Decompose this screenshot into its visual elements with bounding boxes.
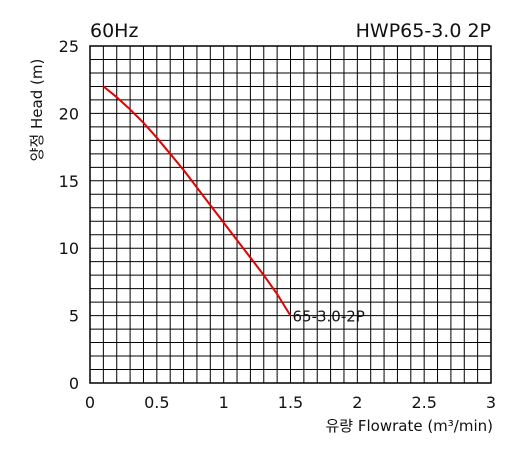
x-tick-label: 1 [219,393,229,412]
curve-label: 65-3.0-2P [293,308,365,326]
series-layer [102,85,292,317]
grid [89,45,492,384]
y-axis-label: 양정 Head (m) [28,59,46,162]
frequency-label: 60Hz [90,20,138,42]
x-tick-label: 3 [486,393,496,412]
plot-frame [89,45,492,384]
model-title: HWP65-3.0 2P [356,20,491,42]
x-tick-labels: 0 0.5 1 1.5 2 2.5 3 [85,393,496,412]
series-line [102,85,292,317]
x-tick-label: 0.5 [144,393,169,412]
y-tick-label: 10 [59,239,79,258]
y-tick-label: 0 [69,374,79,393]
y-tick-label: 20 [59,104,79,123]
y-tick-labels: 0 5 10 15 20 25 [59,37,79,393]
y-tick-label: 25 [59,37,79,56]
x-axis-label: 유량 Flowrate (m³/min) [325,417,493,435]
x-tick-label: 2 [352,393,362,412]
y-tick-label: 15 [59,172,79,191]
x-tick-label: 2.5 [411,393,436,412]
x-tick-label: 0 [85,393,95,412]
x-tick-label: 1.5 [278,393,303,412]
y-tick-label: 5 [69,307,79,326]
